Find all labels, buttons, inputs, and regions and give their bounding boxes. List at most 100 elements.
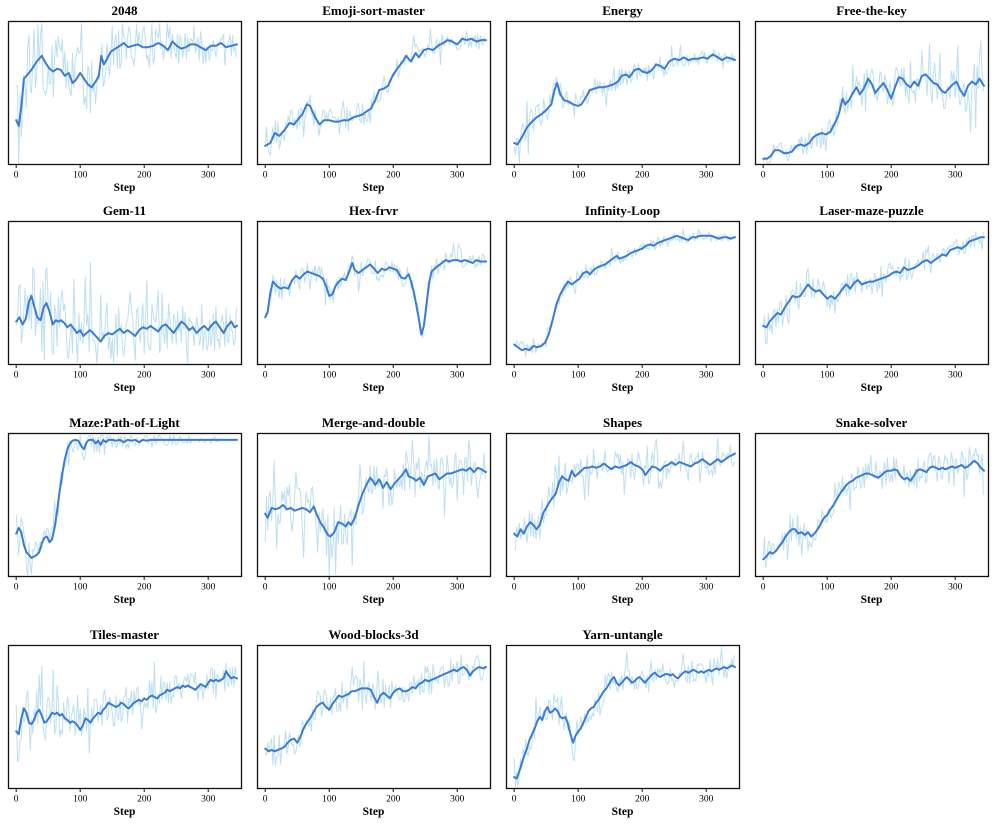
subplot-merge-and-double: Merge-and-double 0 100 200 300 Step bbox=[249, 412, 498, 624]
chart-canvas: 0 100 200 300 bbox=[256, 220, 491, 381]
chart-title: Energy bbox=[602, 3, 643, 18]
x-axis-label: Step bbox=[362, 806, 385, 818]
chart-title: Hex-frvr bbox=[348, 203, 399, 218]
subplot-energy: Energy 0 100 200 300 Step bbox=[498, 0, 747, 200]
x-tick-label: 200 bbox=[386, 795, 401, 805]
x-axis-label: Step bbox=[113, 594, 136, 606]
plot-border bbox=[754, 220, 989, 366]
chart-title: Infinity-Loop bbox=[584, 203, 661, 218]
subplot-gem-11: Gem-11 0 100 200 300 Step bbox=[0, 200, 249, 412]
x-tick-label: 100 bbox=[73, 171, 88, 181]
subplot-infinity-loop: Infinity-Loop 0 100 200 300 Step bbox=[498, 200, 747, 412]
subplot-wood-blocks-3d: Wood-blocks-3d 0 100 200 300 Step bbox=[249, 624, 498, 829]
smoothed-series-line bbox=[512, 234, 736, 352]
x-tick-label: 0 bbox=[13, 171, 18, 181]
x-tick-label: 0 bbox=[511, 171, 516, 181]
x-tick-label: 300 bbox=[948, 171, 963, 181]
chart-canvas: 0 100 200 300 bbox=[7, 432, 242, 593]
raw-series-line bbox=[762, 231, 984, 345]
raw-series-line bbox=[762, 447, 984, 568]
x-tick-label: 200 bbox=[137, 583, 152, 593]
x-tick-label: 200 bbox=[635, 171, 650, 181]
x-axis-label: Step bbox=[362, 182, 385, 194]
x-tick-label: 100 bbox=[571, 795, 586, 805]
chart-title: Free-the-key bbox=[836, 3, 907, 18]
x-axis-label: Step bbox=[113, 182, 136, 194]
subplot-tiles-master: Tiles-master 0 100 200 300 Step bbox=[0, 624, 249, 829]
smoothed-series-line bbox=[761, 236, 985, 329]
raw-series-line bbox=[264, 435, 486, 576]
x-axis-label: Step bbox=[611, 382, 634, 394]
smoothed-series-line bbox=[263, 259, 487, 336]
plot-border bbox=[505, 644, 740, 790]
x-tick-label: 100 bbox=[73, 583, 88, 593]
x-axis-label: Step bbox=[362, 594, 385, 606]
x-axis-label: Step bbox=[113, 382, 136, 394]
x-tick-label: 300 bbox=[699, 795, 714, 805]
chart-canvas: 0 100 200 300 bbox=[754, 220, 989, 381]
raw-series-line bbox=[264, 242, 486, 339]
chart-title: Shapes bbox=[602, 415, 643, 430]
x-tick-label: 200 bbox=[137, 171, 152, 181]
subplot-emoji-sort-master: Emoji-sort-master 0 100 200 300 Step bbox=[249, 0, 498, 200]
raw-series-line bbox=[264, 654, 486, 766]
chart-canvas: 0 100 200 300 bbox=[256, 20, 491, 181]
x-tick-label: 300 bbox=[201, 371, 216, 381]
smoothed-series-line bbox=[263, 466, 487, 538]
raw-series-line bbox=[15, 435, 236, 576]
x-tick-label: 200 bbox=[386, 371, 401, 381]
x-axis-label: Step bbox=[362, 382, 385, 394]
chart-title: Laser-maze-puzzle bbox=[819, 203, 924, 218]
plot-border bbox=[7, 20, 242, 166]
subplot-free-the-key: Free-the-key 0 100 200 300 Step bbox=[747, 0, 996, 200]
smoothed-series-line bbox=[761, 73, 985, 160]
raw-series-line bbox=[513, 647, 735, 788]
x-tick-label: 200 bbox=[884, 371, 899, 381]
plot-border bbox=[256, 432, 491, 578]
x-tick-label: 100 bbox=[322, 171, 337, 181]
x-tick-label: 100 bbox=[571, 171, 586, 181]
chart-canvas: 0 100 200 300 bbox=[7, 644, 242, 805]
raw-series-line bbox=[762, 40, 984, 164]
x-tick-label: 300 bbox=[699, 171, 714, 181]
x-tick-label: 300 bbox=[948, 583, 963, 593]
x-tick-label: 0 bbox=[262, 795, 267, 805]
subplot-2048: 2048 0 100 200 300 Step bbox=[0, 0, 249, 200]
smoothed-series-line bbox=[512, 53, 736, 146]
x-tick-label: 300 bbox=[699, 371, 714, 381]
subplot-shapes: Shapes 0 100 200 300 Step bbox=[498, 412, 747, 624]
x-tick-label: 100 bbox=[73, 371, 88, 381]
x-tick-label: 0 bbox=[262, 371, 267, 381]
plot-border bbox=[754, 20, 989, 166]
x-tick-label: 100 bbox=[322, 795, 337, 805]
x-tick-label: 100 bbox=[322, 371, 337, 381]
x-tick-label: 100 bbox=[820, 583, 835, 593]
x-tick-label: 100 bbox=[571, 371, 586, 381]
chart-canvas: 0 100 200 300 bbox=[754, 432, 989, 593]
x-tick-label: 0 bbox=[511, 371, 516, 381]
chart-canvas: 0 100 200 300 bbox=[754, 20, 989, 181]
chart-canvas: 0 100 200 300 bbox=[505, 644, 740, 805]
subplot-hex-frvr: Hex-frvr 0 100 200 300 Step bbox=[249, 200, 498, 412]
x-tick-label: 300 bbox=[450, 371, 465, 381]
x-tick-label: 300 bbox=[450, 795, 465, 805]
x-tick-label: 0 bbox=[262, 171, 267, 181]
raw-series-line bbox=[513, 437, 735, 551]
x-tick-label: 0 bbox=[13, 795, 18, 805]
subplot-yarn-untangle: Yarn-untangle 0 100 200 300 Step bbox=[498, 624, 747, 829]
x-tick-label: 100 bbox=[571, 583, 586, 593]
raw-series-line bbox=[15, 261, 237, 364]
x-axis-label: Step bbox=[860, 594, 883, 606]
x-tick-label: 200 bbox=[386, 171, 401, 181]
x-tick-label: 200 bbox=[635, 583, 650, 593]
x-tick-label: 100 bbox=[820, 371, 835, 381]
x-tick-label: 0 bbox=[13, 371, 18, 381]
smoothed-series-line bbox=[14, 438, 238, 559]
plot-border bbox=[7, 644, 242, 790]
x-axis-label: Step bbox=[860, 382, 883, 394]
subplot-maze-path-of-light: Maze:Path-of-Light 0 100 200 300 Step bbox=[0, 412, 249, 624]
x-tick-label: 0 bbox=[760, 171, 765, 181]
plot-border bbox=[7, 432, 242, 578]
chart-title: Yarn-untangle bbox=[582, 627, 663, 642]
